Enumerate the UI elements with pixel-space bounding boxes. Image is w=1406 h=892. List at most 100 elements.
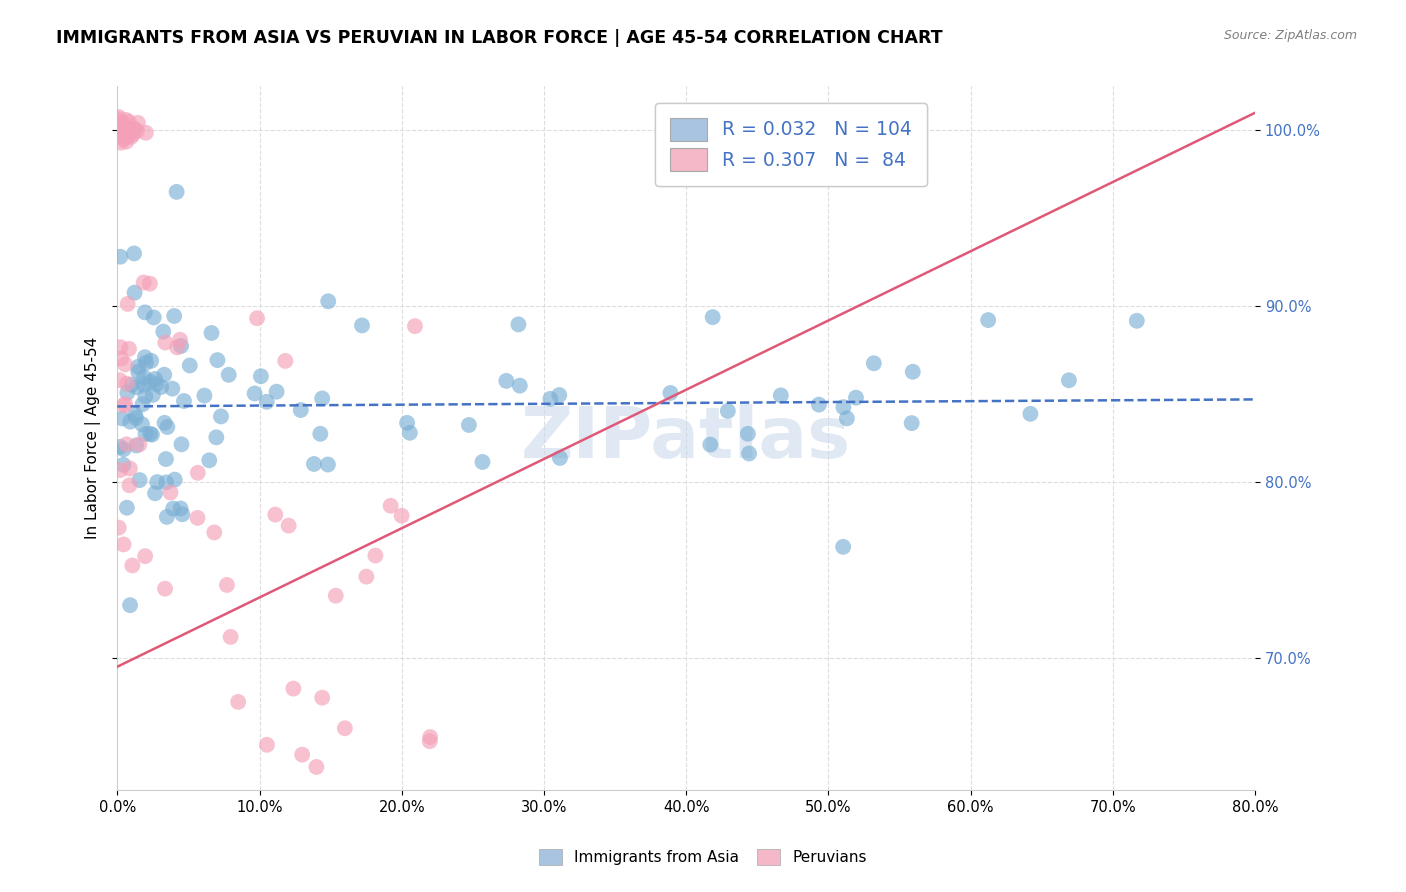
Point bbox=[155, 475, 177, 490]
Point bbox=[131, 397, 153, 411]
Point bbox=[107, 123, 129, 137]
Point bbox=[163, 473, 186, 487]
Point bbox=[107, 124, 129, 138]
Point bbox=[277, 518, 299, 533]
Point bbox=[118, 342, 141, 356]
Point bbox=[135, 356, 157, 370]
Point bbox=[108, 119, 131, 133]
Point bbox=[156, 509, 179, 524]
Point bbox=[166, 185, 188, 199]
Point bbox=[114, 397, 136, 411]
Point bbox=[316, 458, 339, 472]
Point bbox=[169, 333, 191, 347]
Point bbox=[118, 461, 141, 475]
Point bbox=[155, 335, 177, 350]
Point bbox=[112, 537, 135, 551]
Point bbox=[246, 311, 269, 326]
Point bbox=[134, 389, 156, 403]
Point bbox=[112, 398, 135, 412]
Point bbox=[112, 117, 135, 131]
Point bbox=[139, 426, 162, 441]
Point bbox=[173, 394, 195, 409]
Point bbox=[134, 370, 156, 384]
Point bbox=[198, 453, 221, 467]
Point bbox=[717, 404, 740, 418]
Point bbox=[150, 380, 173, 394]
Point bbox=[122, 246, 145, 260]
Point bbox=[110, 128, 132, 143]
Point bbox=[120, 415, 142, 429]
Point bbox=[205, 430, 228, 444]
Point bbox=[107, 520, 129, 534]
Point bbox=[807, 398, 830, 412]
Point bbox=[120, 129, 142, 144]
Point bbox=[266, 384, 288, 399]
Point bbox=[128, 437, 150, 451]
Point bbox=[419, 734, 441, 748]
Point bbox=[131, 417, 153, 432]
Point bbox=[396, 416, 419, 430]
Point bbox=[162, 382, 184, 396]
Point bbox=[702, 310, 724, 325]
Point bbox=[156, 420, 179, 434]
Point bbox=[110, 136, 132, 150]
Point bbox=[134, 305, 156, 319]
Point bbox=[115, 112, 138, 127]
Point bbox=[110, 250, 132, 264]
Point bbox=[135, 427, 157, 442]
Point bbox=[862, 356, 884, 370]
Point bbox=[112, 126, 135, 140]
Point bbox=[112, 129, 135, 144]
Point bbox=[832, 400, 855, 414]
Point bbox=[193, 388, 215, 402]
Point bbox=[283, 681, 305, 696]
Point bbox=[977, 313, 1000, 327]
Point bbox=[311, 392, 333, 406]
Point bbox=[117, 385, 139, 400]
Point bbox=[170, 339, 193, 353]
Point bbox=[107, 112, 129, 127]
Point bbox=[900, 416, 922, 430]
Point bbox=[1019, 407, 1042, 421]
Point bbox=[108, 124, 131, 138]
Point bbox=[264, 508, 287, 522]
Point bbox=[111, 124, 134, 138]
Point bbox=[115, 135, 138, 149]
Point bbox=[218, 368, 240, 382]
Point bbox=[209, 409, 232, 424]
Point bbox=[112, 125, 135, 139]
Point bbox=[110, 129, 132, 144]
Point bbox=[143, 486, 166, 500]
Point bbox=[128, 473, 150, 487]
Point bbox=[125, 411, 148, 425]
Point bbox=[159, 485, 181, 500]
Point bbox=[118, 478, 141, 492]
Point bbox=[110, 116, 132, 130]
Point bbox=[155, 452, 177, 467]
Point bbox=[145, 377, 167, 392]
Point bbox=[548, 450, 571, 465]
Point bbox=[142, 310, 165, 325]
Point bbox=[107, 125, 129, 139]
Point bbox=[127, 116, 149, 130]
Point bbox=[107, 110, 129, 124]
Point bbox=[471, 455, 494, 469]
Point bbox=[380, 499, 402, 513]
Point bbox=[832, 540, 855, 554]
Point bbox=[117, 297, 139, 311]
Point bbox=[111, 411, 134, 425]
Point bbox=[737, 426, 759, 441]
Point bbox=[769, 388, 792, 402]
Point bbox=[364, 549, 387, 563]
Point bbox=[153, 368, 176, 382]
Point bbox=[509, 378, 531, 392]
Point bbox=[153, 582, 176, 596]
Point bbox=[1057, 373, 1080, 387]
Point bbox=[132, 377, 155, 392]
Point bbox=[350, 318, 373, 333]
Text: IMMIGRANTS FROM ASIA VS PERUVIAN IN LABOR FORCE | AGE 45-54 CORRELATION CHART: IMMIGRANTS FROM ASIA VS PERUVIAN IN LABO… bbox=[56, 29, 943, 46]
Point bbox=[127, 365, 149, 379]
Point bbox=[699, 437, 721, 451]
Point bbox=[108, 118, 131, 132]
Point bbox=[901, 365, 924, 379]
